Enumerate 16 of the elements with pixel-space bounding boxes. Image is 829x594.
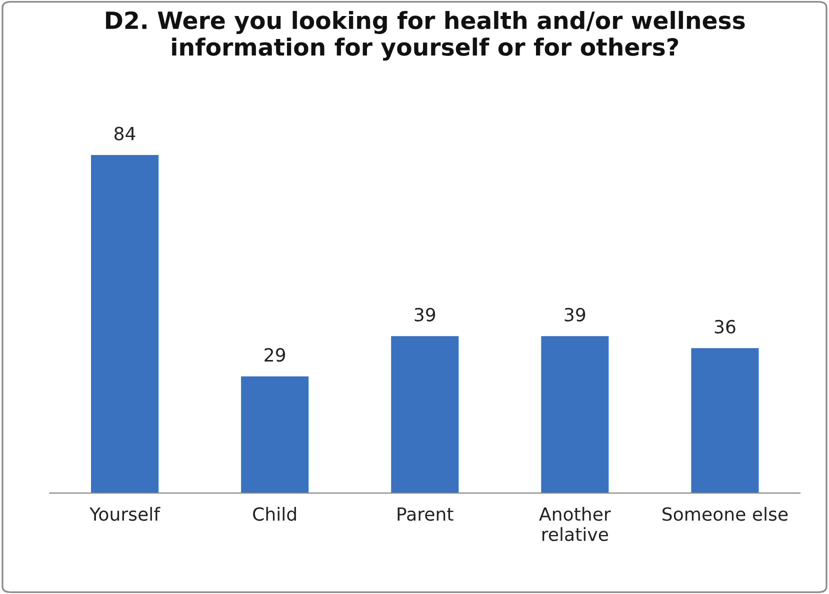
data-label: 39: [564, 308, 586, 322]
bar: [691, 348, 759, 494]
bar: [541, 336, 609, 494]
x-tick-label: Yourself: [90, 506, 160, 521]
data-label: 36: [714, 320, 736, 334]
x-tick-label: Parent: [398, 507, 454, 521]
x-tick-label: Another relative: [539, 506, 611, 542]
bar: [91, 155, 159, 494]
x-tick-label: Child: [253, 506, 296, 521]
data-label: 29: [264, 348, 286, 362]
bar: [241, 376, 309, 494]
x-tick-label: Someone else: [662, 506, 788, 521]
chart-title: D2. Were you looking for health and/or wellness information for yourself or for others?: [106, 10, 745, 61]
data-label: 39: [414, 308, 436, 322]
bar: [391, 336, 459, 494]
data-label: 84: [114, 126, 136, 140]
